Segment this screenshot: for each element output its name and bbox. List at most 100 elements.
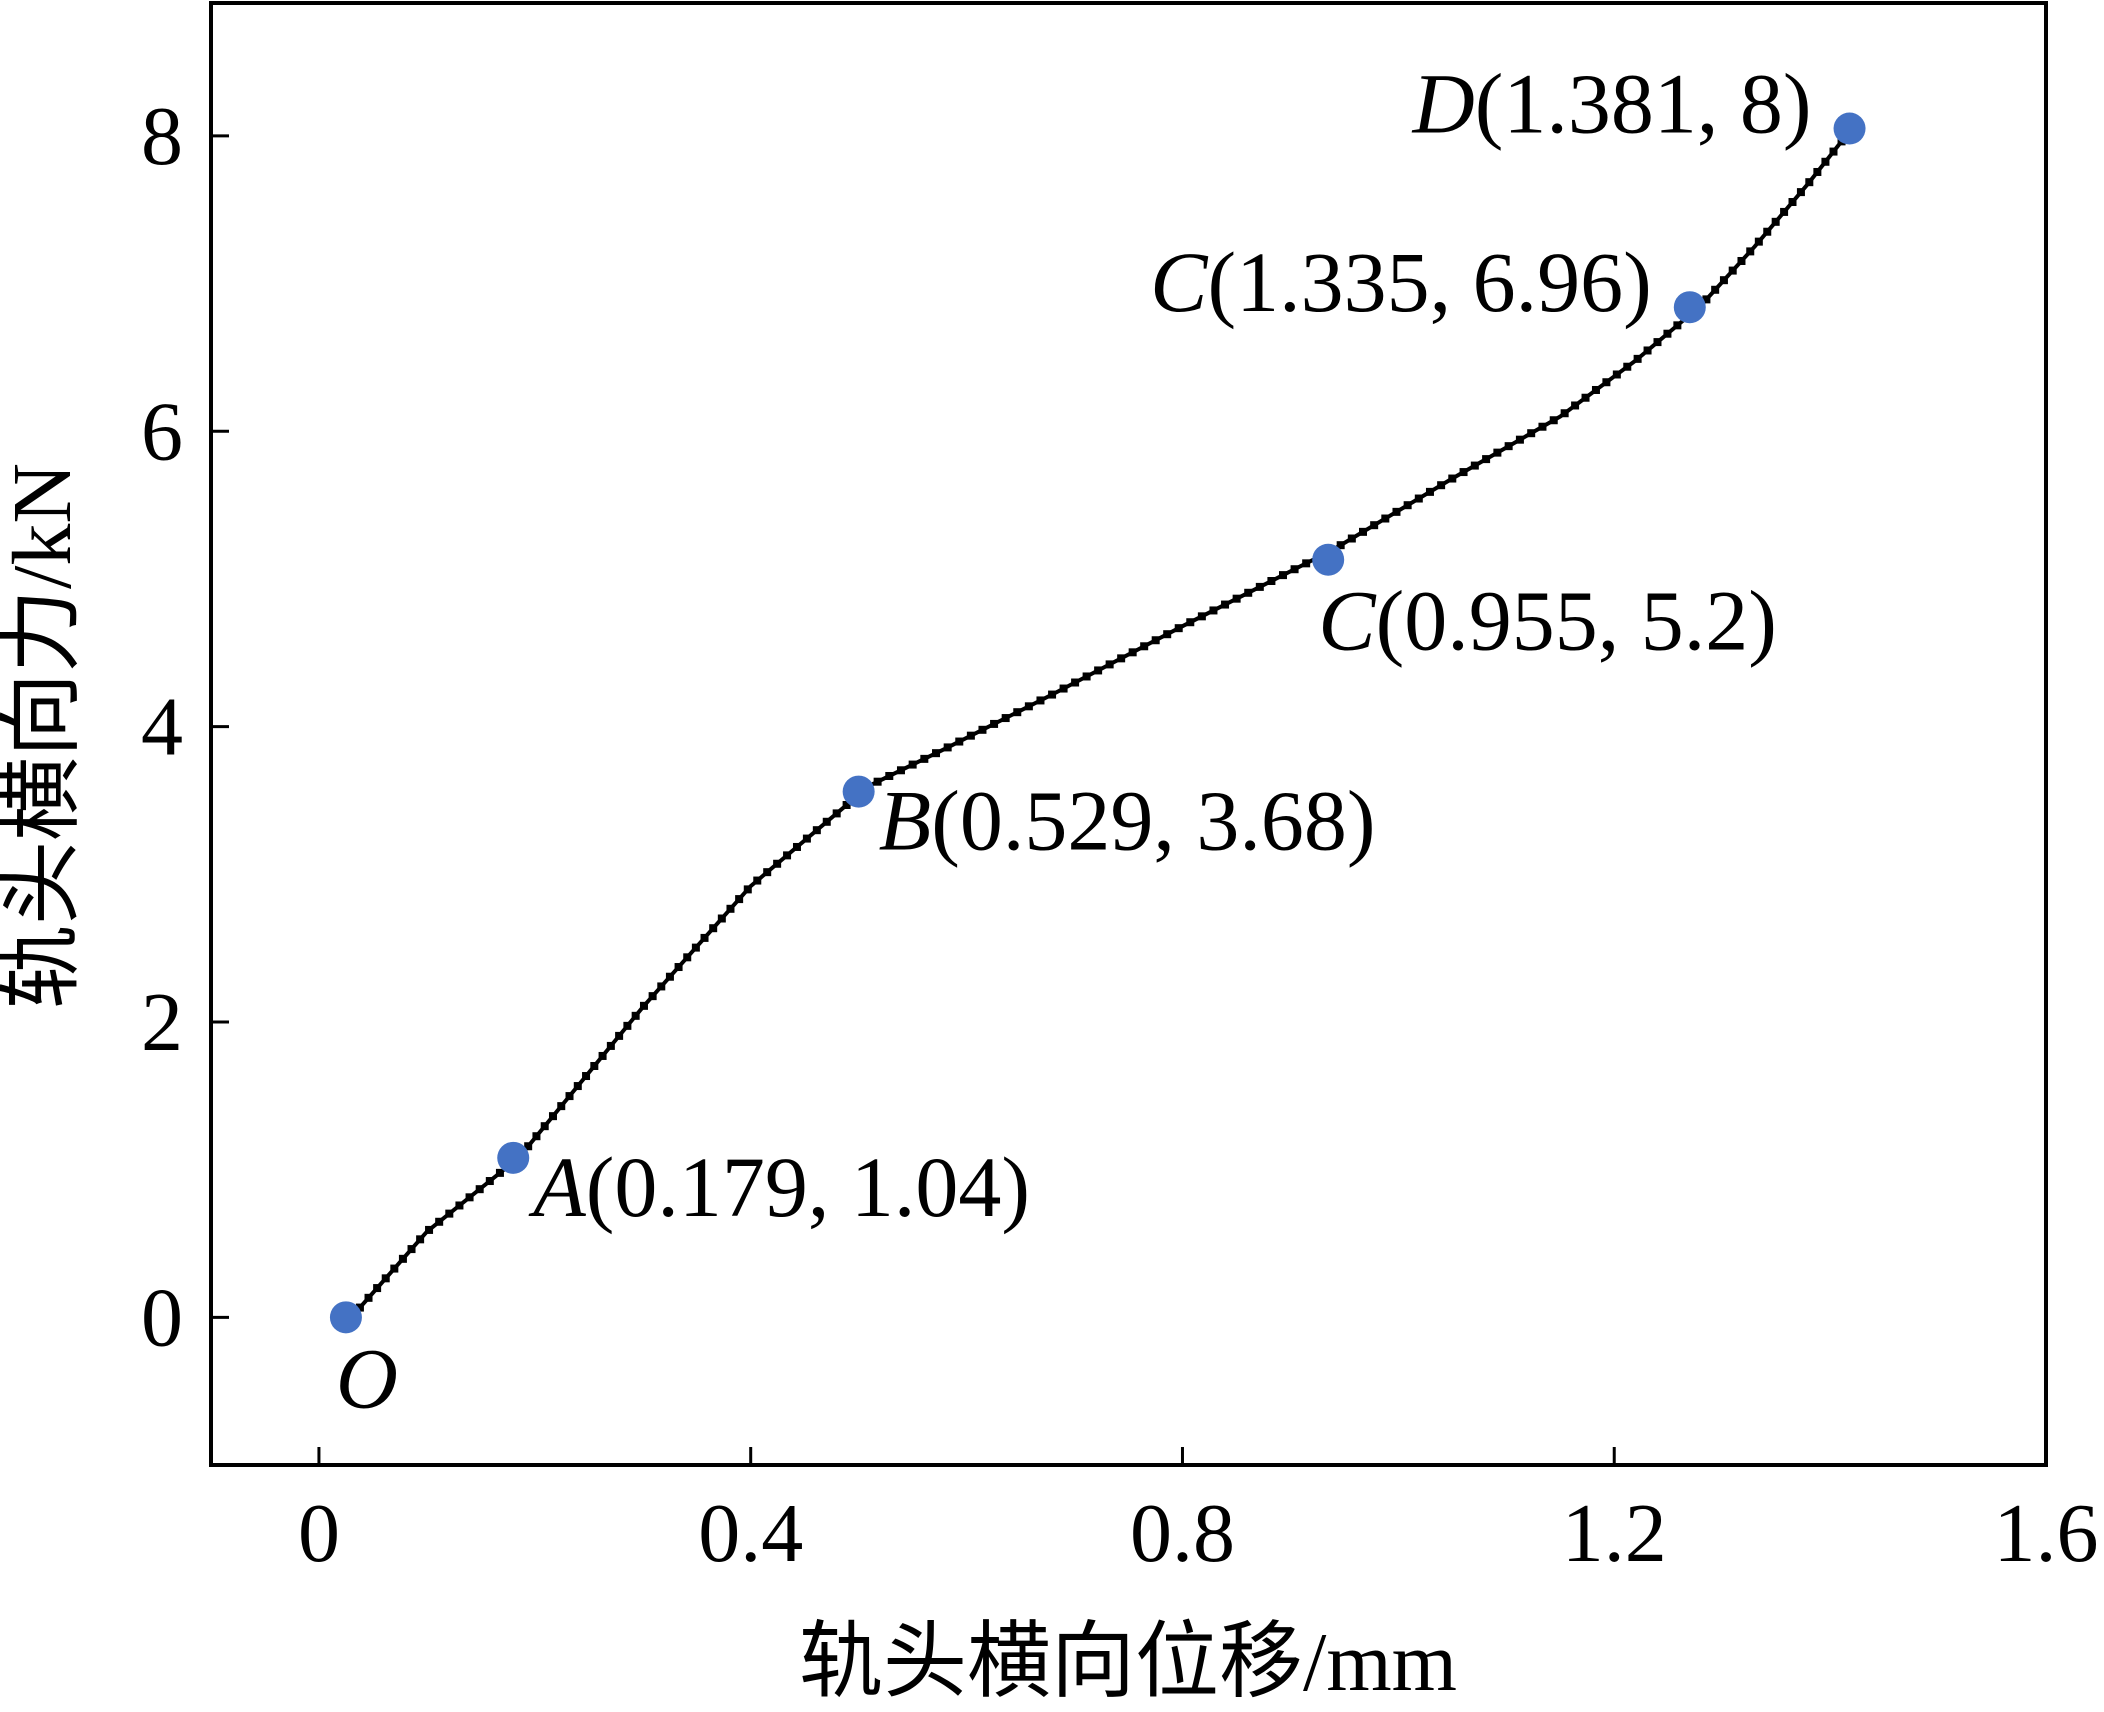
series-marker: [683, 953, 692, 962]
series-marker: [1048, 690, 1057, 699]
series-marker: [485, 1177, 494, 1186]
series-marker: [1221, 600, 1230, 609]
series-marker: [1209, 606, 1218, 615]
x-tick-label: 0.8: [1130, 1487, 1235, 1580]
series-marker: [966, 731, 975, 740]
series-marker: [1515, 435, 1524, 444]
series-marker: [590, 1061, 599, 1070]
series-marker: [1633, 354, 1642, 363]
key-point-letter: A: [528, 1139, 586, 1235]
series-marker: [598, 1051, 607, 1060]
series-marker: [1255, 582, 1264, 591]
series-marker: [1024, 702, 1033, 711]
series-marker: [381, 1274, 390, 1283]
series-marker: [1244, 588, 1253, 597]
series-marker: [623, 1021, 632, 1030]
series-marker: [665, 972, 674, 981]
series-marker: [1746, 247, 1755, 256]
series-marker: [1370, 521, 1379, 530]
series-marker: [1381, 514, 1390, 523]
series-marker: [1663, 329, 1672, 338]
series-marker: [606, 1041, 615, 1050]
series-marker: [548, 1112, 557, 1121]
series-marker: [390, 1264, 399, 1273]
series-marker: [557, 1102, 566, 1111]
series-marker: [532, 1132, 541, 1141]
series-marker: [1001, 714, 1010, 723]
series-marker: [812, 826, 821, 835]
key-point-label: D(1.381, 8): [1412, 56, 1812, 152]
series-marker: [1653, 338, 1662, 347]
series-marker: [1538, 422, 1547, 431]
series-marker: [674, 963, 683, 972]
series-marker: [908, 760, 917, 769]
series-marker: [932, 749, 941, 758]
series-marker: [743, 885, 752, 894]
series-marker: [398, 1254, 407, 1263]
key-point-letter: O: [336, 1330, 398, 1426]
series-marker: [1612, 370, 1621, 379]
key-point-label: C(1.335, 6.96): [1150, 234, 1652, 330]
series-marker: [920, 754, 929, 763]
series-marker: [1813, 167, 1822, 176]
series-marker: [1437, 481, 1446, 490]
series-marker: [1128, 648, 1137, 657]
y-tick-label: 0: [141, 1271, 183, 1364]
series-marker: [773, 859, 782, 868]
series-marker: [1392, 507, 1401, 516]
key-point-d: [1833, 112, 1866, 145]
series-marker: [1278, 571, 1287, 580]
series-marker: [373, 1284, 382, 1293]
series-marker: [1094, 666, 1103, 675]
series-marker: [1805, 178, 1814, 187]
series-marker: [1082, 672, 1091, 681]
key-point-c: [1673, 291, 1706, 324]
series-marker: [445, 1209, 454, 1218]
key-point-letter: C: [1318, 573, 1377, 669]
series-marker: [1186, 618, 1195, 627]
y-axis-title: 轨头横向力/kN: [0, 463, 89, 1009]
key-point-label: C(0.955, 5.2): [1318, 573, 1777, 669]
series-marker: [709, 924, 718, 933]
series-marker: [1829, 147, 1838, 156]
series-marker: [1560, 409, 1569, 418]
series-marker: [1493, 448, 1502, 457]
series-marker: [416, 1235, 425, 1244]
key-point-coords: (0.955, 5.2): [1376, 573, 1777, 669]
x-tick-label: 0.4: [698, 1487, 803, 1580]
key-point-letter: C: [1150, 234, 1209, 330]
series-marker: [885, 771, 894, 780]
series-marker: [896, 766, 905, 775]
series-marker: [648, 992, 657, 1001]
series-marker: [364, 1293, 373, 1302]
series-marker: [978, 725, 987, 734]
series-marker: [1771, 217, 1780, 226]
series-marker: [524, 1142, 533, 1151]
series-marker: [1358, 527, 1367, 536]
series-marker: [1591, 385, 1600, 394]
series-marker: [631, 1011, 640, 1020]
series-marker: [735, 895, 744, 904]
x-axis-title: 轨头横向位移/mm: [799, 1616, 1457, 1709]
series-marker: [802, 834, 811, 843]
series-marker: [1290, 565, 1299, 574]
series-marker: [455, 1201, 464, 1210]
series-marker: [565, 1092, 574, 1101]
series-marker: [1425, 487, 1434, 496]
x-tick-label: 0: [298, 1487, 340, 1580]
series-marker: [355, 1303, 364, 1312]
series-marker: [1719, 276, 1728, 285]
x-tick-label: 1.6: [1994, 1487, 2099, 1580]
series-marker: [573, 1082, 582, 1091]
series-marker: [1302, 559, 1311, 568]
series-marker: [842, 800, 851, 809]
series-marker: [1117, 654, 1126, 663]
series-marker: [691, 943, 700, 952]
key-point-label: B(0.529, 3.68): [879, 773, 1376, 869]
key-point-b: [842, 775, 875, 808]
key-point-coords: (0.529, 3.68): [931, 773, 1375, 869]
series-marker: [1013, 708, 1022, 717]
series-marker: [1105, 660, 1114, 669]
series-marker: [1059, 684, 1068, 693]
